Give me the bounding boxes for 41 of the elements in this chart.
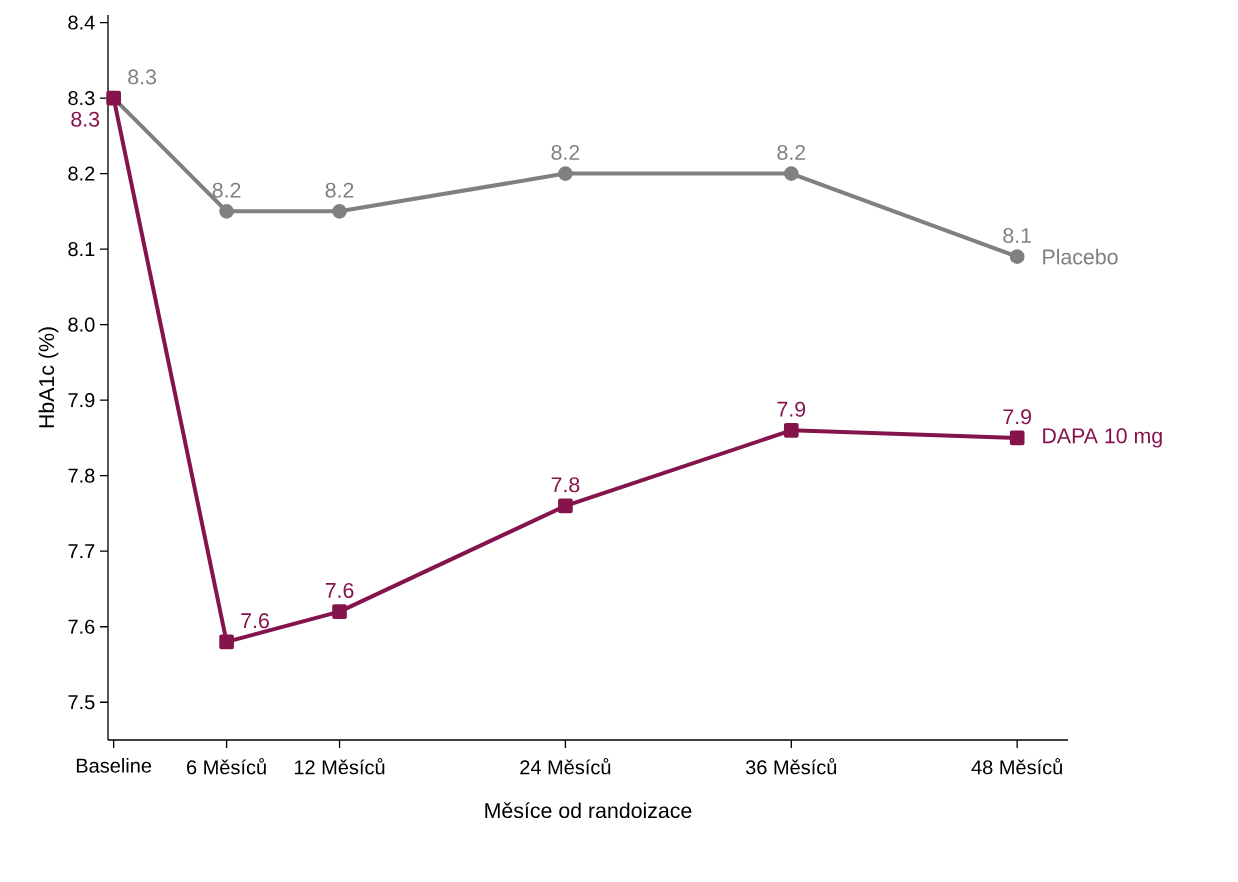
data-label: 7.9 [1003,409,1031,425]
data-label: 8.1 [1003,227,1031,244]
data-label: 7.8 [551,477,580,493]
data-label: 8.2 [212,182,241,198]
y-tick-label: 7.7 [68,544,95,559]
x-axis-title: Měsíce od randoizace [485,802,692,819]
x-tick-label: 36 Měsíců [745,758,837,775]
data-label: 8.3 [128,69,156,85]
data-label: 8.2 [551,144,580,160]
point [219,204,234,219]
point [558,166,573,181]
data-label: 7.9 [777,401,806,417]
point [219,634,234,650]
x-tick-label: 48 Měsíců [971,758,1062,775]
x-tick-label: 12 Měsíců [294,758,385,775]
data-label: 8.2 [777,144,806,160]
data-label: 7.6 [241,613,269,629]
data-label: 7.6 [325,582,354,599]
y-tick-label: 8.3 [68,90,95,106]
y-tick-label: 7.9 [68,393,95,408]
point [332,604,347,619]
point [783,423,799,438]
y-tick-label: 8.1 [68,242,95,257]
y-tick-label: 8.2 [68,166,95,181]
data-label: 8.2 [325,182,354,198]
y-tick-label: 7.8 [68,468,95,483]
x-tick-label: 24 Měsíců [520,758,611,775]
series-label: DAPA 10 mg [1043,428,1162,448]
y-tick-label: 7.5 [68,695,95,710]
y-tick-label: 8.4 [68,15,95,30]
point [558,498,573,514]
point [783,166,799,181]
y-tick-label: 7.6 [68,619,95,634]
series-label: Placebo [1043,248,1118,265]
y-tick-label: 8.0 [68,317,95,332]
x-tick-label: 6 Měsíců [187,758,266,775]
y-axis-title: HbA1c (%) [38,327,59,428]
point [1009,249,1025,264]
point [332,204,347,219]
x-tick-label: Baseline [76,758,152,773]
point [1009,430,1025,446]
